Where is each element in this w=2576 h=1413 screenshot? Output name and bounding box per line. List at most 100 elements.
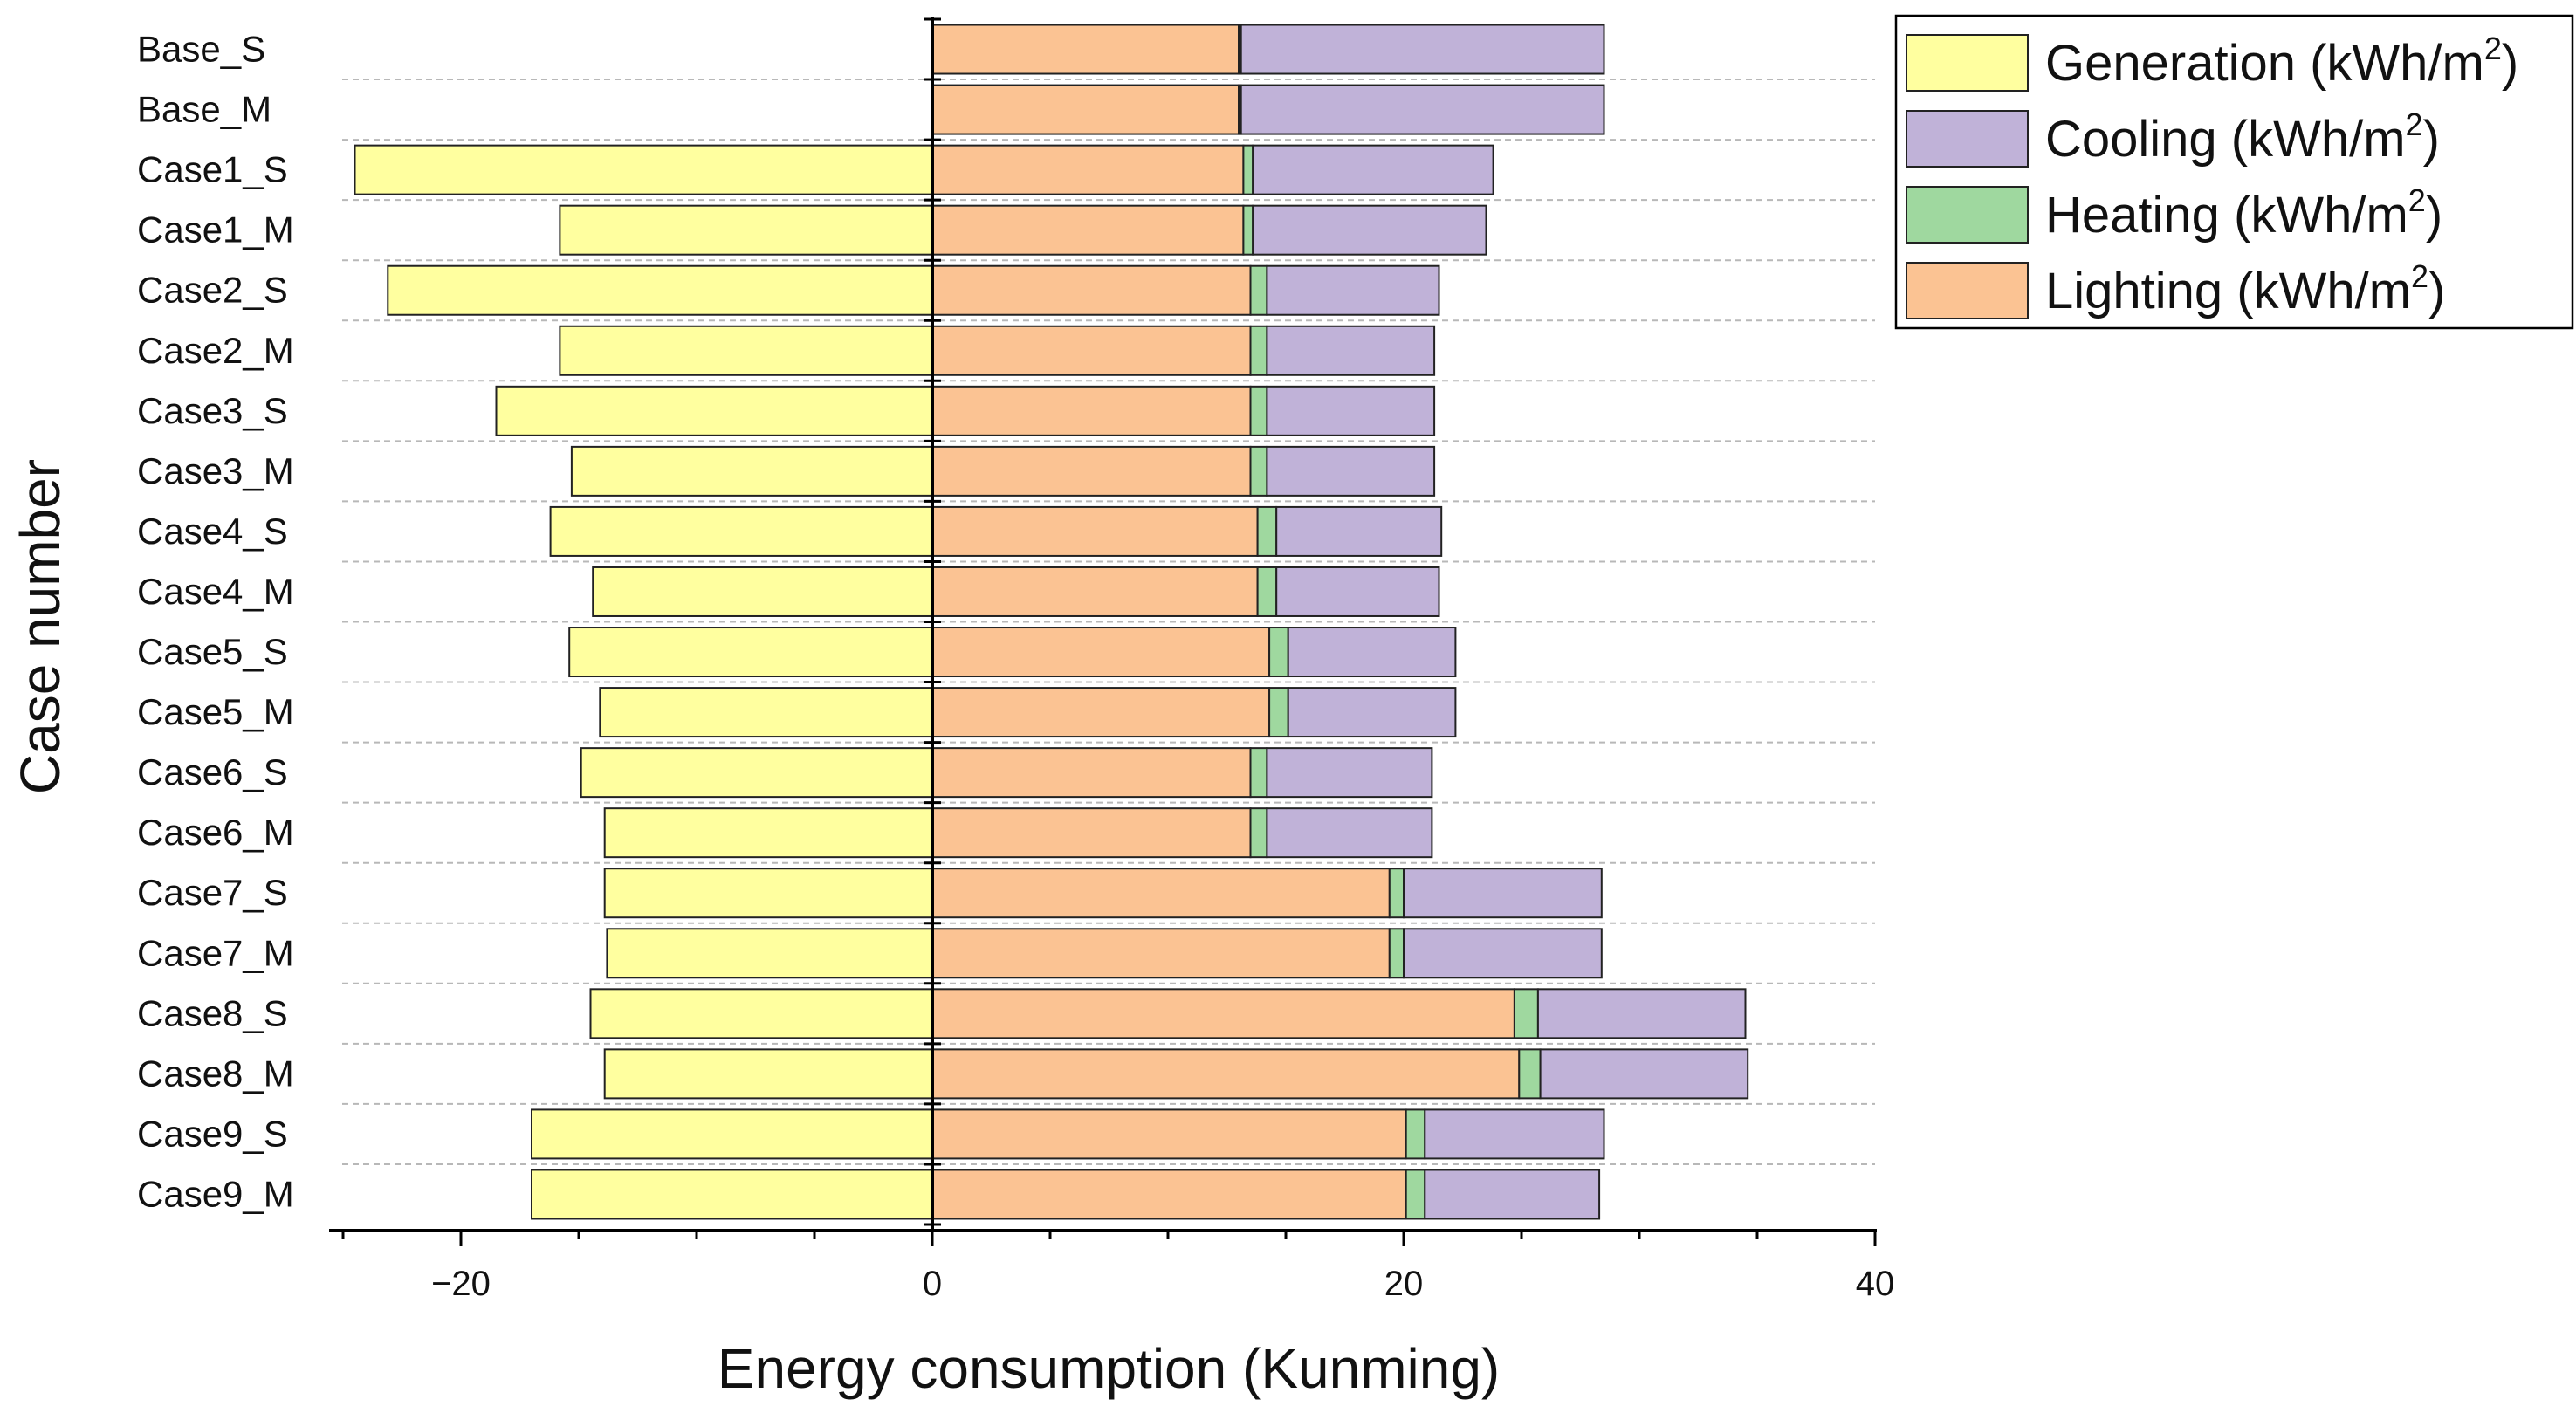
category-labels: Base_S Base_M Case1_S Case1_M Case2_S Case2_M… [137, 29, 294, 1215]
bar-lighting [931, 505, 1259, 557]
y-axis-title: Case number [9, 459, 72, 794]
bar-generation [531, 1169, 933, 1220]
bar-heating [1388, 868, 1405, 919]
x-tick-label: −20 [431, 1265, 491, 1303]
bar-generation [559, 325, 934, 376]
bar-lighting [931, 928, 1391, 979]
legend-label-cooling: Cooling (kWh/m2) [2045, 106, 2440, 168]
category-label: Case1_M [137, 209, 294, 250]
category-label: Case3_S [137, 390, 288, 431]
bar-cooling [1266, 385, 1436, 436]
bar-lighting [931, 988, 1515, 1039]
bar-heating [1405, 1108, 1426, 1160]
category-label: Case6_S [137, 751, 288, 792]
category-label: Case8_M [137, 1053, 294, 1094]
bar-cooling [1275, 566, 1440, 617]
category-label: Base_M [137, 89, 271, 130]
bar-cooling [1252, 204, 1487, 256]
category-label: Case4_S [137, 511, 288, 552]
bar-cooling [1266, 807, 1433, 859]
legend-swatch-cooling [1906, 110, 2029, 168]
bar-heating [1249, 264, 1268, 316]
bar-cooling [1424, 1108, 1605, 1160]
bar-lighting [931, 807, 1252, 859]
bar-generation [354, 144, 933, 195]
bar-generation [599, 687, 933, 738]
bar-generation [603, 1048, 933, 1100]
bar-cooling [1539, 1048, 1749, 1100]
bar-heating [1518, 1048, 1542, 1100]
bar-heating [1242, 144, 1254, 195]
legend-swatch-lighting [1906, 262, 2029, 319]
category-label: Case9_M [137, 1173, 294, 1214]
bar-lighting [931, 627, 1271, 678]
bar-cooling [1266, 264, 1440, 316]
bar-lighting [931, 445, 1252, 497]
bar-lighting [931, 325, 1252, 376]
bar-generation [603, 807, 933, 859]
bar-cooling [1240, 24, 1605, 75]
bar-heating [1513, 988, 1539, 1039]
axes: −20 0 20 40 [329, 17, 1894, 1303]
bar-generation [580, 747, 933, 799]
category-label: Base_S [137, 29, 265, 70]
bar-lighting [931, 264, 1252, 316]
bar-generation [559, 204, 934, 256]
bar-generation [568, 627, 933, 678]
x-tick-label: 0 [923, 1265, 942, 1303]
bar-heating [1388, 928, 1405, 979]
legend-label-heating: Heating (kWh/m2) [2045, 182, 2442, 244]
bar-generation [387, 264, 933, 316]
bar-cooling [1287, 687, 1457, 738]
bar-heating [1249, 325, 1268, 376]
legend-label-generation: Generation (kWh/m2) [2045, 31, 2518, 92]
category-label: Case3_M [137, 450, 294, 491]
category-label: Case9_S [137, 1113, 288, 1154]
bar-generation [570, 445, 934, 497]
bar-heating [1256, 505, 1278, 557]
bar-heating [1268, 627, 1289, 678]
bar-lighting [931, 1169, 1407, 1220]
bar-lighting [931, 144, 1245, 195]
bar-lighting [931, 84, 1240, 135]
legend-swatch-heating [1906, 186, 2029, 244]
bar-heating [1249, 445, 1268, 497]
bar-generation [592, 566, 933, 617]
category-label: Case2_M [137, 330, 294, 371]
bar-cooling [1266, 325, 1436, 376]
bar-heating [1268, 687, 1289, 738]
bar-lighting [931, 204, 1245, 256]
bar-cooling [1266, 445, 1436, 497]
legend-label-lighting: Lighting (kWh/m2) [2045, 258, 2445, 319]
legend-swatch-generation [1906, 34, 2029, 92]
bar-heating [1405, 1169, 1426, 1220]
bar-generation [549, 505, 933, 557]
category-label: Case6_M [137, 812, 294, 853]
bar-generation [603, 868, 933, 919]
bar-generation [531, 1108, 933, 1160]
bar-lighting [931, 566, 1259, 617]
bar-cooling [1403, 928, 1603, 979]
bar-cooling [1424, 1169, 1601, 1220]
bar-cooling [1403, 868, 1603, 919]
bar-cooling [1252, 144, 1494, 195]
bar-generation [495, 385, 933, 436]
bar-cooling [1266, 747, 1433, 799]
bar-lighting [931, 747, 1252, 799]
legend: Generation (kWh/m2) Cooling (kWh/m2) Heati… [1894, 14, 2574, 330]
bar-lighting [931, 868, 1391, 919]
category-label: Case2_S [137, 270, 288, 311]
x-tick-label: 20 [1384, 1265, 1424, 1303]
bar-lighting [931, 1048, 1521, 1100]
bar-lighting [931, 1108, 1407, 1160]
bar-lighting [931, 687, 1271, 738]
bar-cooling [1287, 627, 1457, 678]
category-label: Case8_S [137, 992, 288, 1033]
category-label: Case7_M [137, 932, 294, 973]
bar-heating [1256, 566, 1278, 617]
bar-heating [1249, 385, 1268, 436]
x-tick-label: 40 [1856, 1265, 1895, 1303]
x-axis-title: Energy consumption (Kunming) [718, 1337, 1500, 1400]
bar-lighting [931, 385, 1252, 436]
